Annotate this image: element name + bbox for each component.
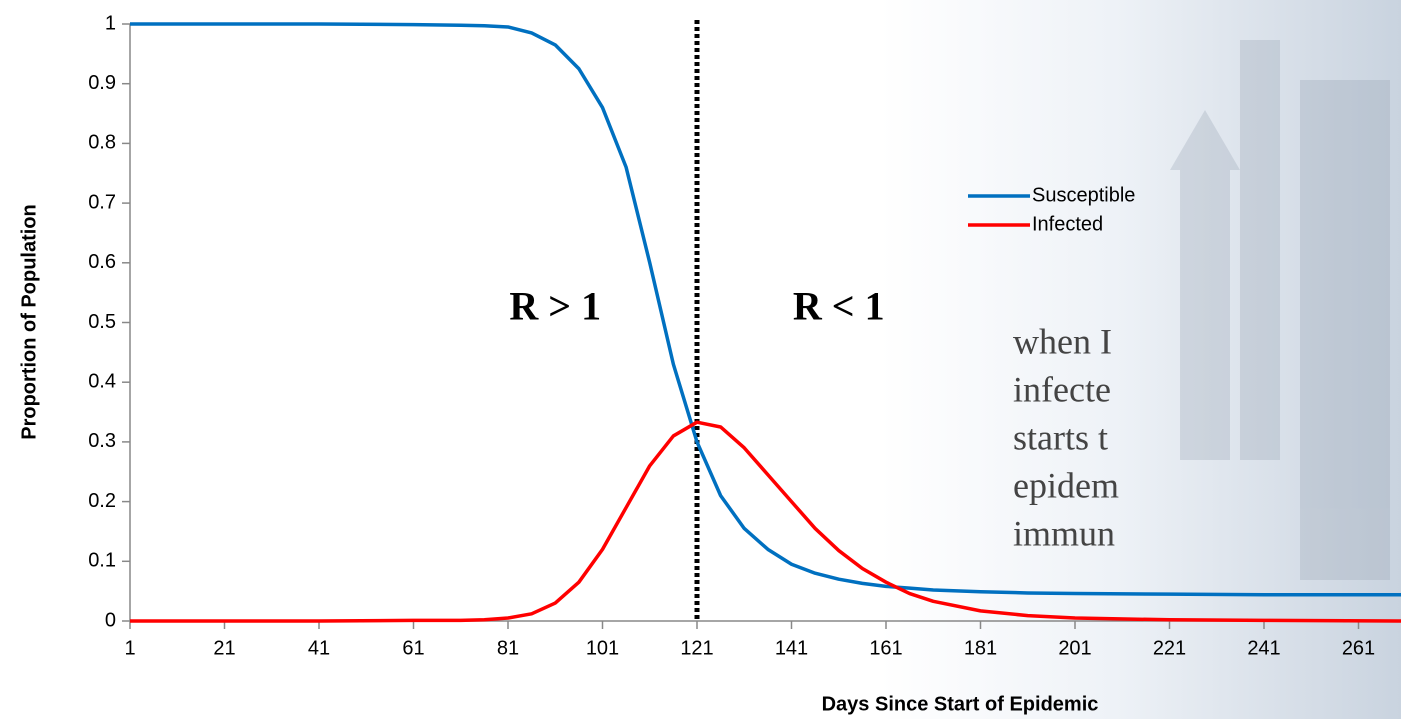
background-text: when I <box>1013 321 1112 361</box>
background-text: epidem <box>1013 465 1119 505</box>
y-axis-label: Proportion of Population <box>18 204 40 440</box>
background-text: infecte <box>1013 369 1111 409</box>
x-tick-label: 161 <box>869 637 902 659</box>
x-tick-label: 241 <box>1247 637 1280 659</box>
y-tick-label: 1 <box>105 12 116 34</box>
y-tick-label: 0.3 <box>88 430 116 452</box>
y-tick-label: 0.4 <box>88 370 116 392</box>
annotation: R < 1 <box>793 284 885 329</box>
y-tick-label: 0.2 <box>88 490 116 512</box>
x-tick-label: 21 <box>213 637 235 659</box>
x-tick-label: 201 <box>1058 637 1091 659</box>
x-tick-label: 181 <box>964 637 997 659</box>
series-line <box>130 420 1401 623</box>
y-tick-label: 0 <box>105 609 116 631</box>
x-tick-label: 221 <box>1153 637 1186 659</box>
y-tick-label: 0.1 <box>88 550 116 572</box>
x-tick-label: 141 <box>775 637 808 659</box>
x-tick-label: 1 <box>124 637 135 659</box>
background-building <box>1170 40 1390 580</box>
y-tick-label: 0.7 <box>88 191 116 213</box>
legend-label: Susceptible <box>1032 184 1135 206</box>
x-tick-label: 101 <box>586 637 619 659</box>
y-tick-label: 0.9 <box>88 72 116 94</box>
legend-label: Infected <box>1032 213 1103 235</box>
x-axis-label: Days Since Start of Epidemic <box>822 693 1099 715</box>
series-line <box>130 22 1401 597</box>
background-text: immun <box>1013 513 1115 553</box>
x-tick-label: 41 <box>308 637 330 659</box>
x-tick-label: 61 <box>402 637 424 659</box>
y-tick-label: 0.5 <box>88 311 116 333</box>
x-tick-label: 121 <box>680 637 713 659</box>
x-tick-label: 81 <box>497 637 519 659</box>
background <box>880 0 1401 719</box>
annotation: R > 1 <box>509 284 601 329</box>
x-tick-label: 261 <box>1342 637 1375 659</box>
background-text: starts t <box>1013 417 1108 457</box>
y-tick-label: 0.6 <box>88 251 116 273</box>
y-tick-label: 0.8 <box>88 132 116 154</box>
